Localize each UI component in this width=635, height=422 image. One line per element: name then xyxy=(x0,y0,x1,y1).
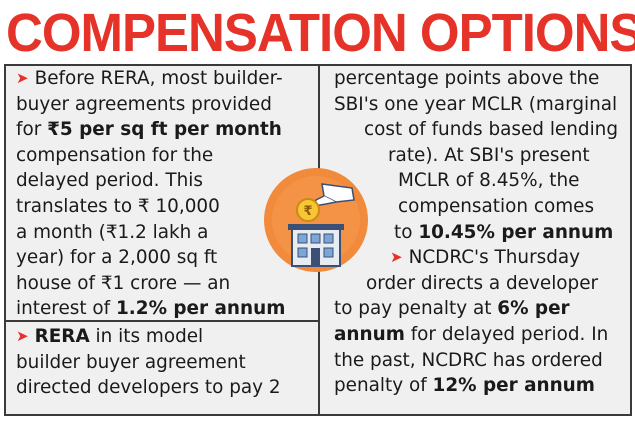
text-line: for delayed period. In xyxy=(404,323,609,345)
text-line: year) for a 2,000 sq ft xyxy=(16,247,218,269)
text-line: directed developers to pay 2 xyxy=(16,377,281,399)
text-line: in its model xyxy=(89,326,204,347)
arrow-bullet-icon: ➤ xyxy=(390,248,403,267)
rera-highlight: RERA xyxy=(34,326,90,347)
text-line: compensation for the xyxy=(16,144,214,166)
penalty-highlight: 6% per xyxy=(497,298,570,320)
text-line: NCDRC's Thursday xyxy=(408,247,581,269)
row-divider xyxy=(6,320,318,322)
interest-highlight: 1.2% per annum xyxy=(115,298,286,320)
text-line: Before RERA, most builder- xyxy=(34,68,283,89)
result-highlight: 10.45% per annum xyxy=(418,221,614,243)
text-line: the past, NCDRC has ordered xyxy=(334,349,603,371)
text-line: SBI's one year MCLR (marginal xyxy=(334,93,618,115)
svg-text:₹: ₹ xyxy=(303,204,312,219)
page-title: COMPENSATION OPTIONS xyxy=(6,2,635,63)
text-line: MCLR of 8.45%, the xyxy=(398,170,580,192)
penalty-highlight-2: annum xyxy=(334,323,405,345)
left-text-block: ➤ Before RERA, most builder- buyer agreem… xyxy=(16,66,285,322)
past-penalty-highlight: 12% per annum xyxy=(432,375,595,397)
text-line: rate). At SBI's present xyxy=(388,144,590,166)
text-line: to pay penalty at xyxy=(334,298,498,320)
text-line: delayed period. This xyxy=(16,170,203,192)
rupee-coin-building-icon: ₹ xyxy=(264,168,368,272)
text-line: cost of funds based lending xyxy=(364,119,619,141)
rate-highlight: ₹5 per sq ft per month xyxy=(47,119,282,141)
text-line: a month (₹1.2 lakh a xyxy=(16,221,209,243)
text-line: translates to ₹ 10,000 xyxy=(16,195,220,217)
arrow-bullet-icon: ➤ xyxy=(16,69,29,87)
text-line: order directs a developer xyxy=(366,272,599,294)
arrow-bullet-icon: ➤ xyxy=(16,327,29,345)
text-line: builder buyer agreement xyxy=(16,351,246,373)
left-text-block-2: ➤ RERA in its model builder buyer agreeme… xyxy=(16,324,281,401)
text-line: for xyxy=(16,119,48,141)
text-line: compensation comes xyxy=(398,195,595,217)
text-line: to xyxy=(394,221,419,243)
text-line: house of ₹1 crore — an xyxy=(16,272,231,294)
text-line: interest of xyxy=(16,298,116,320)
text-line: penalty of xyxy=(334,375,433,397)
text-line: buyer agreements provided xyxy=(16,93,272,115)
right-text-block: percentage points above the SBI's one ye… xyxy=(326,66,618,399)
text-line: percentage points above the xyxy=(334,68,600,89)
